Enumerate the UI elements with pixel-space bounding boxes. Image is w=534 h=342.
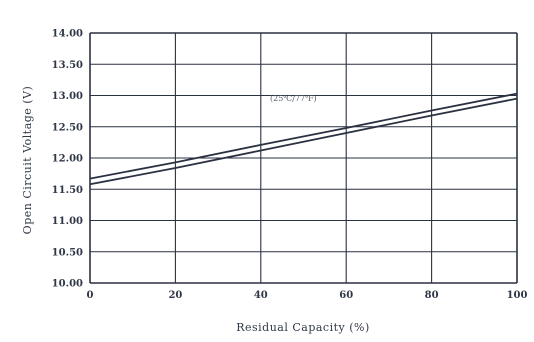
y-tick-label: 12.00 xyxy=(52,154,83,165)
x-tick-label: 100 xyxy=(507,290,528,301)
x-tick-label: 40 xyxy=(254,290,268,301)
x-tick-label: 80 xyxy=(425,290,439,301)
y-tick-label: 13.00 xyxy=(52,91,83,102)
y-tick-label: 14.00 xyxy=(52,29,83,40)
x-axis-label: Residual Capacity (%) xyxy=(236,321,370,334)
y-tick-label: 10.50 xyxy=(52,247,83,258)
x-tick-label: 60 xyxy=(339,290,353,301)
x-tick-label: 0 xyxy=(87,290,94,301)
series-line-2 xyxy=(89,97,518,186)
y-tick-label: 11.00 xyxy=(52,216,83,227)
y-tick-label: 12.50 xyxy=(52,122,83,133)
grid-layer xyxy=(89,32,518,284)
y-axis-label: Open Circuit Voltage (V) xyxy=(21,86,34,235)
y-tick-label: 10.00 xyxy=(52,279,83,290)
y-tick-label: 13.50 xyxy=(52,60,83,71)
series-layer xyxy=(89,92,518,186)
tick-layer: 10.00 10.50 11.00 11.50 12.00 12.50 13.00 13.50… xyxy=(52,29,528,302)
y-tick-label: 11.50 xyxy=(52,185,83,196)
x-tick-label: 20 xyxy=(168,290,182,301)
annotation-label: (25℃/77℉) xyxy=(270,94,317,103)
series-line-1 xyxy=(89,92,518,180)
